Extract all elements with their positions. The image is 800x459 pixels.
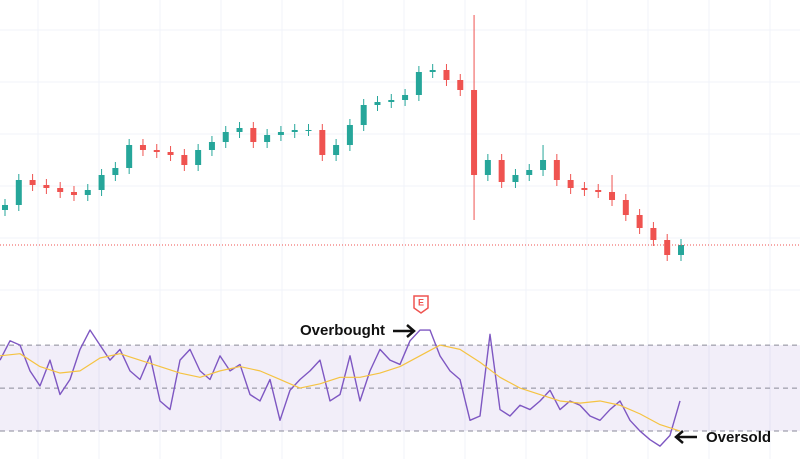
- candle-body: [415, 72, 422, 95]
- candle-body: [208, 142, 215, 150]
- arrow: [674, 430, 697, 444]
- candle-body: [139, 145, 146, 150]
- candle-body: [471, 90, 478, 175]
- candle-body: [181, 155, 188, 165]
- candle-body: [429, 70, 436, 72]
- candle-body: [609, 192, 616, 200]
- candle-body: [305, 130, 312, 131]
- candle-body: [650, 228, 657, 240]
- candle-body: [664, 240, 671, 255]
- candle-body: [595, 190, 602, 192]
- candle-body: [84, 190, 91, 195]
- candle-body: [374, 102, 381, 105]
- series-line: [0, 329, 681, 447]
- series-line: [0, 344, 681, 432]
- annotations: Overbought Oversold E: [300, 295, 771, 446]
- candle-body: [498, 160, 505, 182]
- candle-body: [153, 150, 160, 152]
- candle-body: [277, 132, 284, 135]
- rsi-panel: [0, 329, 800, 447]
- candle-body: [291, 130, 298, 132]
- candle-body: [484, 160, 491, 175]
- candle-body: [388, 100, 395, 102]
- candle-body: [222, 132, 229, 142]
- candle-body: [2, 205, 8, 210]
- candle-body: [29, 180, 36, 185]
- candle-body: [553, 160, 560, 180]
- candle-body: [360, 105, 367, 125]
- candle-body: [622, 200, 629, 215]
- annotation: Oversold: [706, 429, 771, 446]
- candle-body: [567, 180, 574, 188]
- candle-body: [236, 128, 243, 132]
- candle-body: [57, 188, 64, 192]
- candle-body: [512, 175, 519, 182]
- candle-body: [346, 125, 353, 145]
- candle-body: [43, 185, 50, 188]
- candle-body: [402, 95, 409, 100]
- candle-body: [457, 80, 464, 90]
- candle-body: [126, 145, 133, 168]
- candle-body: [581, 188, 588, 190]
- candle-body: [264, 135, 271, 142]
- candle-body: [98, 175, 105, 190]
- earnings-marker: [413, 295, 429, 314]
- arrow: [393, 324, 416, 338]
- candle-body: [319, 130, 326, 155]
- candle-body: [70, 192, 77, 195]
- candle-body: [526, 170, 533, 175]
- candle-body: [167, 152, 174, 155]
- candle-body: [540, 160, 547, 170]
- annotation: Overbought: [300, 322, 385, 339]
- candle-body: [636, 215, 643, 228]
- price-panel: [0, 15, 800, 261]
- earnings-label: E: [418, 297, 424, 307]
- candle-body: [333, 145, 340, 155]
- candle-body: [250, 128, 257, 142]
- candle-body: [112, 168, 119, 175]
- candle-body: [443, 70, 450, 80]
- candle-body: [195, 150, 202, 165]
- candle-body: [15, 180, 22, 205]
- candle-body: [678, 245, 684, 255]
